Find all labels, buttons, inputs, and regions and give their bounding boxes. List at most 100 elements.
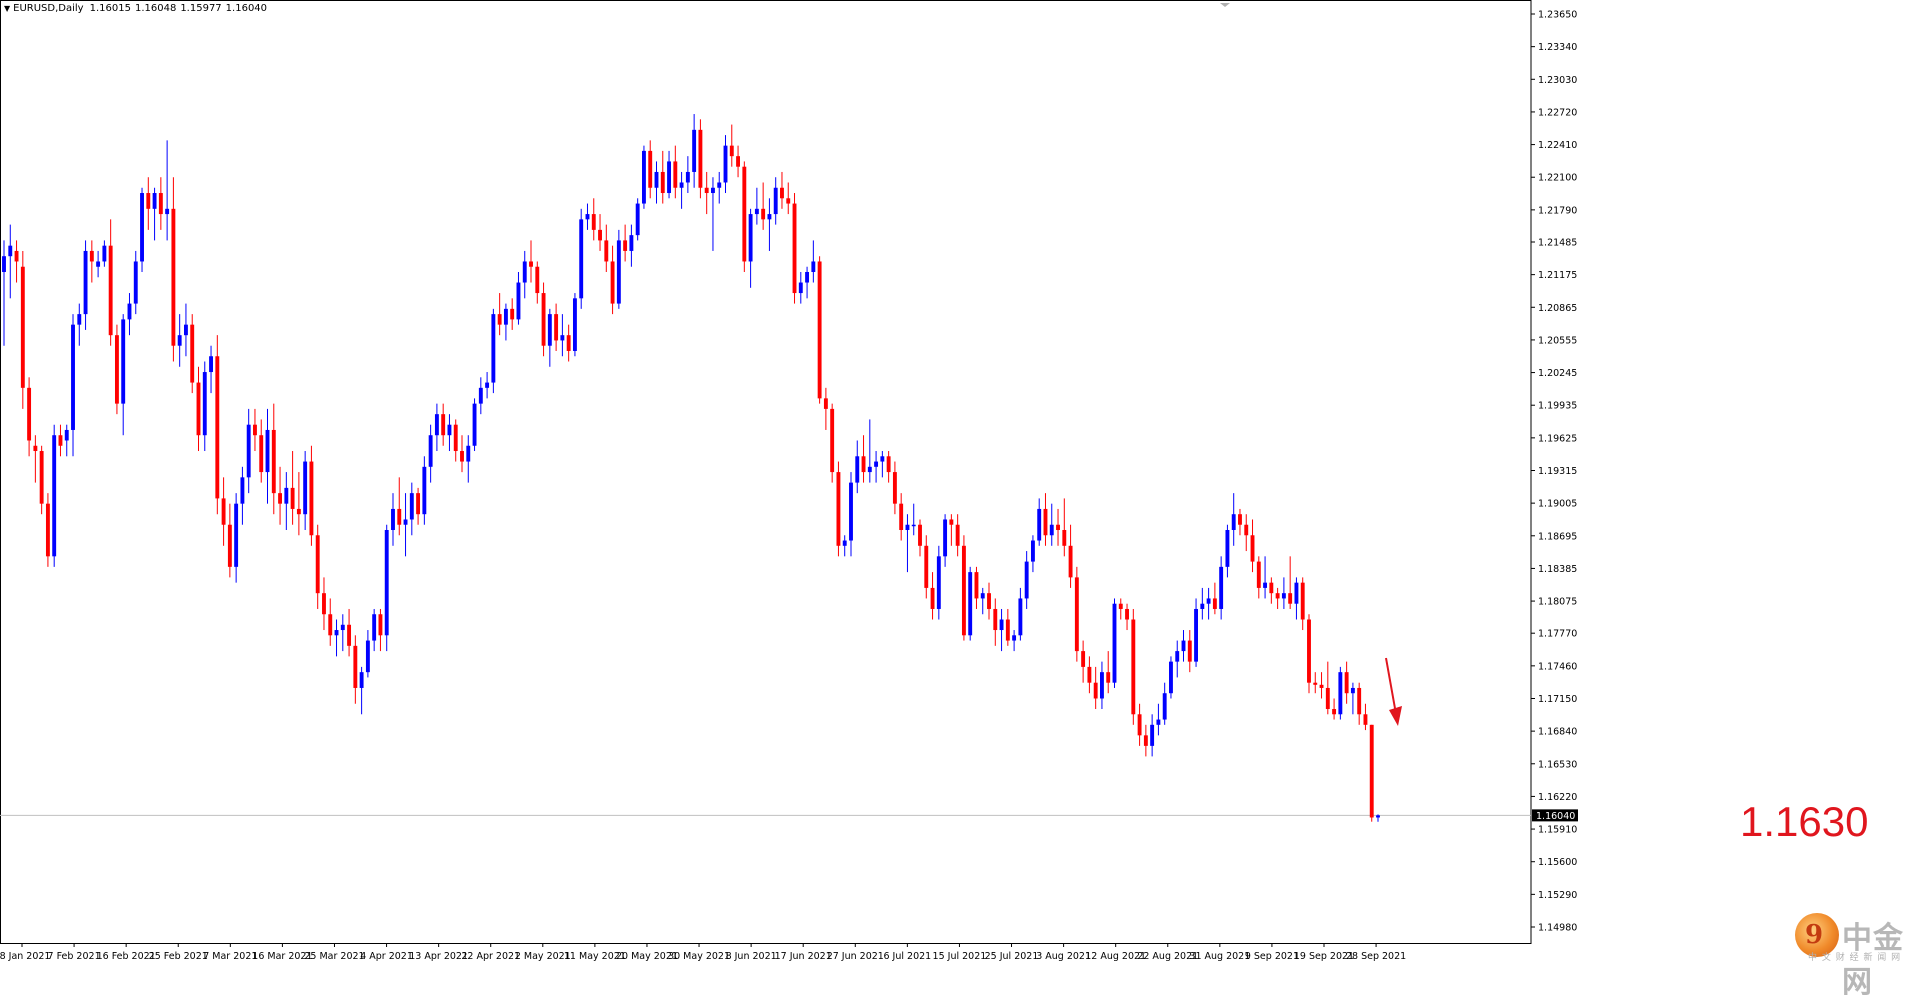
y-tick-label: 1.20865 (1538, 303, 1577, 314)
candle-body-bear (1307, 619, 1311, 683)
candle-body-bear (704, 187, 709, 194)
candle-body-bull (1206, 598, 1211, 604)
x-tick-label: 17 Jun 2021 (775, 951, 832, 962)
candle-body-bear (918, 524, 922, 546)
candle-body-bear (1062, 529, 1067, 546)
candle-body-bear (33, 445, 38, 452)
x-tick-label: 22 Aug 2021 (1137, 951, 1198, 962)
candle-body-bear (1269, 582, 1274, 594)
x-tick-label: 19 Sep 2021 (1294, 951, 1354, 962)
candle-body-bear (290, 487, 295, 509)
y-tick-label: 1.23650 (1538, 10, 1577, 21)
candle-body-bear (1187, 640, 1192, 662)
candle-body-bear (1106, 672, 1111, 683)
annotation-arrow-head-icon (1389, 706, 1402, 726)
candle-body-bear (610, 261, 615, 304)
candle-body-bull (152, 193, 157, 209)
candle-body-bear (322, 593, 326, 615)
candle-body-bull (679, 182, 684, 188)
candle-body-bull (127, 303, 132, 320)
candle-body-bull (265, 429, 270, 473)
candle-body-bull (1281, 593, 1286, 599)
candle-body-bull (485, 382, 490, 388)
price-annotation-label: 1.1630 (1740, 798, 1869, 845)
candle-body-bull (849, 482, 853, 541)
x-tick-label: 13 Apr 2021 (409, 951, 468, 962)
candle-body-bull (303, 461, 308, 515)
candle-body-bear (836, 472, 841, 546)
candle-body-bear (196, 382, 201, 436)
candle-body-bull (209, 356, 213, 373)
candle-body-bear (786, 198, 791, 204)
logo-tagline: 中 文 财 经 新 闻 网 (1808, 953, 1902, 963)
y-tick-label: 1.22100 (1538, 173, 1577, 184)
candle-body-bear (1288, 593, 1293, 604)
y-tick-label: 1.15910 (1538, 825, 1577, 836)
candle-body-bear (1093, 682, 1098, 699)
y-tick-label: 1.19935 (1538, 401, 1577, 412)
candle-body-bear (45, 503, 50, 557)
candle-body-bull (102, 245, 107, 262)
x-tick-label: 16 Feb 2021 (97, 951, 156, 962)
candle-body-bull (334, 630, 339, 636)
candle-body-bear (780, 187, 784, 199)
candle-body-bull (365, 640, 370, 673)
candle-body-bear (296, 508, 301, 515)
y-tick-label: 1.15290 (1538, 890, 1577, 901)
candle-body-bull (71, 324, 75, 430)
candle-body-bull (1294, 582, 1299, 604)
x-tick-label: 28 Jan 2021 (0, 951, 50, 962)
candle-body-bear (1081, 651, 1086, 667)
x-tick-label: 2 May 2021 (515, 951, 571, 962)
candle-body-bull (936, 556, 941, 609)
candle-body-bear (861, 456, 866, 473)
x-tick-label: 27 Jun 2021 (827, 951, 884, 962)
plot-frame (0, 0, 1532, 944)
candle-body-bear (259, 435, 264, 473)
candle-body-bear (510, 308, 515, 320)
candle-body-bear (1275, 593, 1280, 599)
x-tick-label: 12 Aug 2021 (1085, 951, 1146, 962)
candle-body-bull (1225, 529, 1230, 567)
x-tick-label: 3 Aug 2021 (1036, 951, 1091, 962)
logo-circle-icon: 9 (1795, 913, 1839, 957)
dropdown-triangle-icon[interactable]: ▼ (4, 4, 11, 13)
y-tick-label: 1.20555 (1538, 335, 1577, 346)
candle-body-bear (1043, 508, 1048, 536)
candle-body-bull (685, 171, 690, 183)
x-tick-label: 22 Apr 2021 (461, 951, 520, 962)
candle-body-bull (384, 529, 389, 636)
candle-body-bull (491, 314, 496, 383)
y-tick-label: 1.23340 (1538, 42, 1577, 53)
candle-body-bull (202, 372, 207, 436)
candle-body-bull (391, 508, 395, 530)
y-tick-label: 1.18385 (1538, 564, 1577, 575)
candle-body-bull (1024, 561, 1029, 599)
candle-body-bull (1169, 661, 1173, 694)
candle-body-bull (1181, 640, 1186, 652)
candle-body-bull (447, 424, 452, 436)
low-value: 1.15977 (180, 3, 222, 14)
cngold-logo: 9 中金网 中 文 财 经 新 闻 网 (1790, 903, 1910, 1000)
candle-body-bear (1005, 619, 1010, 641)
candle-body-bull (1030, 540, 1035, 562)
candle-body-bull (177, 335, 182, 346)
x-tick-label: 20 May 2021 (616, 951, 678, 962)
high-value: 1.16048 (134, 3, 177, 14)
y-tick-label: 1.16840 (1538, 727, 1577, 738)
candle-body-bear (1131, 619, 1136, 715)
candle-body-bear (1056, 524, 1060, 530)
candle-body-bear (1212, 598, 1217, 609)
candle-body-bull (1231, 514, 1236, 530)
candle-body-bull (140, 193, 144, 262)
candle-body-bear (892, 472, 897, 504)
candle-body-bull (1263, 582, 1268, 588)
candle-body-bull (711, 187, 715, 194)
candle-body-bull (1100, 672, 1104, 699)
candle-body-bull (133, 261, 138, 304)
candle-body-bear (673, 161, 678, 188)
candle-body-bull (642, 150, 646, 204)
candle-body-bear (271, 429, 276, 494)
candle-body-bull (472, 403, 477, 446)
